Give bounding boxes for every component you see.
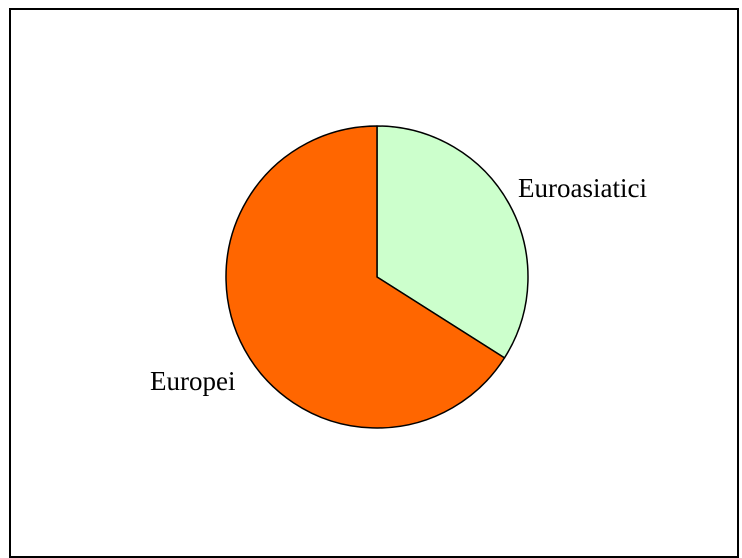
pie-slice-euroasiatici [376,125,529,359]
pie-labels: Euroasiatici Europei [150,173,647,396]
pie-slices [225,125,529,429]
slice-label-euroasiatici: Euroasiatici [518,173,647,203]
pie-chart: Euroasiatici Europei [150,125,647,429]
pie-slice-europei [225,125,506,429]
slice-label-europei: Europei [150,366,235,396]
